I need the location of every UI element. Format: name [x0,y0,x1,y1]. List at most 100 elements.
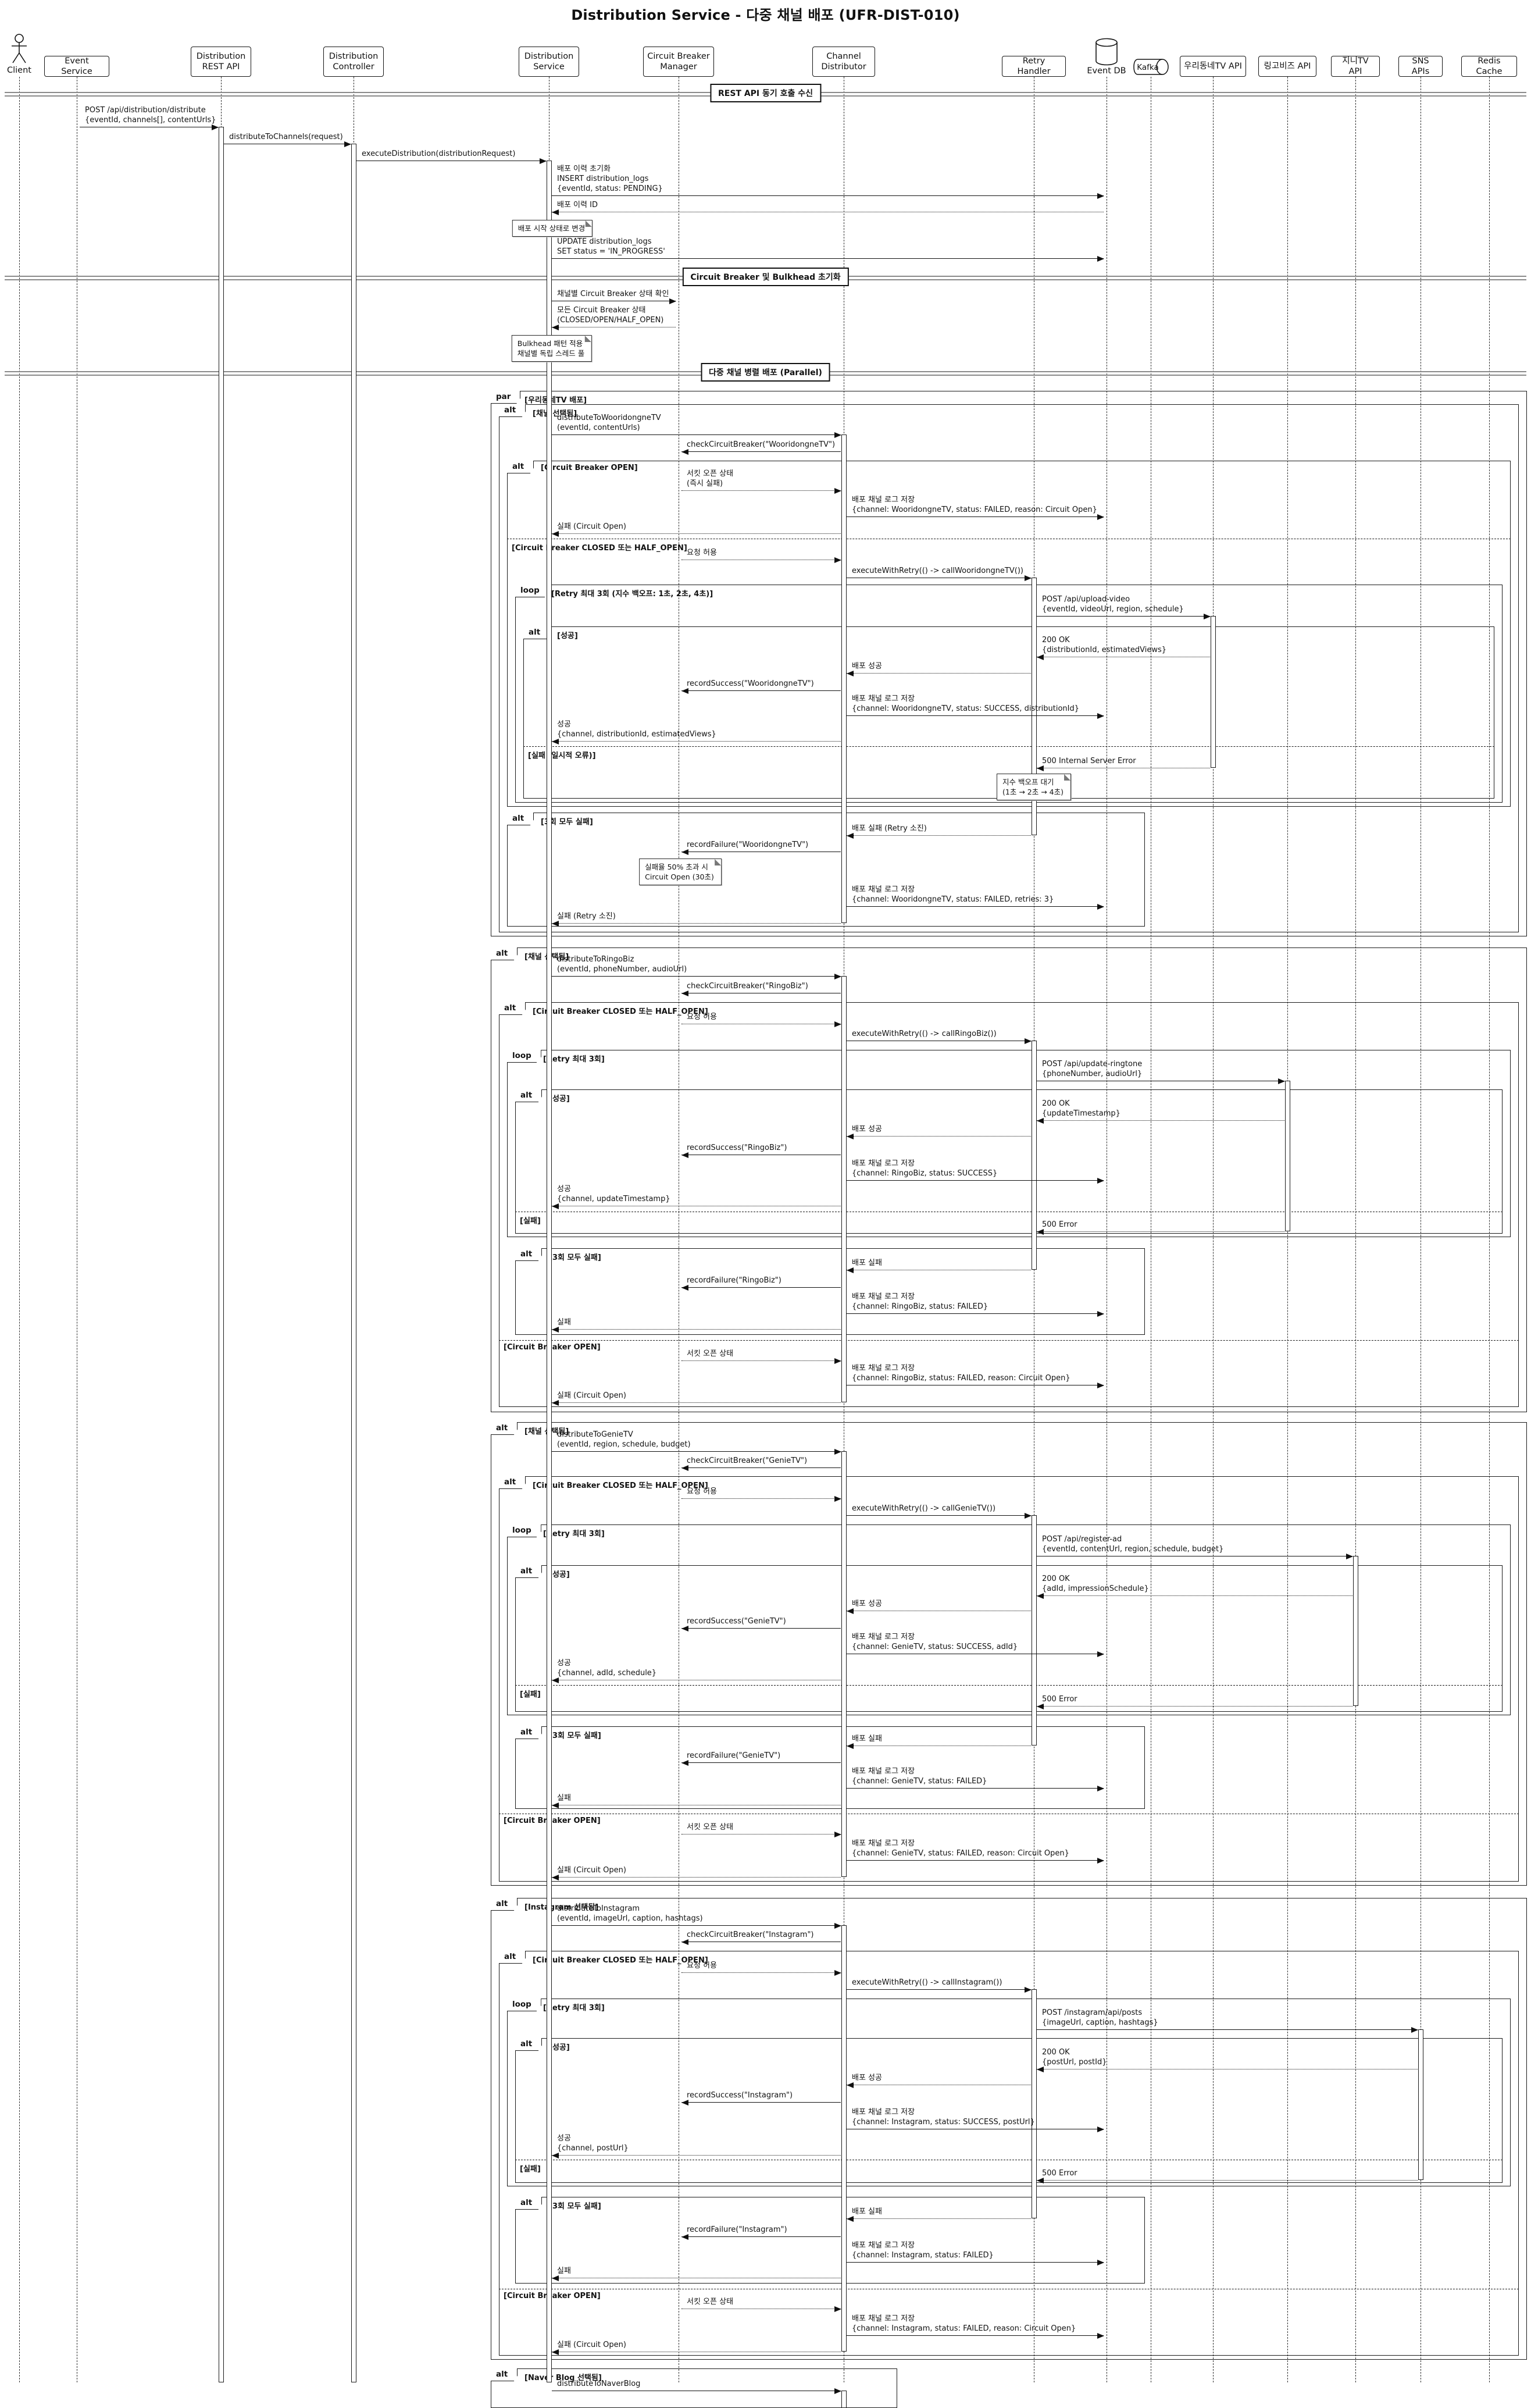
arrowhead-icon [847,1743,854,1749]
arrowhead-icon [1204,614,1211,619]
alt-else-condition: [Circuit Breaker OPEN] [504,1343,601,1352]
section-divider-label: REST API 동기 호출 수신 [709,84,822,102]
message-label-53: 성공 {channel, adId, schedule} [557,1659,657,1677]
frame-alt-9 [515,1089,1503,1234]
activation-bar-g [1352,1556,1358,1706]
message-line-39 [847,1313,1104,1314]
activation-bar-rh [1031,1515,1037,1746]
diagram-title: Distribution Service - 다중 채널 배포 (UFR-DIS… [571,7,960,23]
frame-alt-17 [499,1951,1519,2356]
arrowhead-icon [1025,1513,1032,1519]
message-label-59: 서킷 오픈 상태 [687,1823,734,1832]
lifeline-w [1213,77,1214,2382]
frame-condition: [Retry 최대 3회 (지수 백오프: 1초, 2초, 4초)] [551,590,713,599]
message-label-51: recordSuccess("GenieTV") [687,1617,786,1626]
activation-bar-rh [1031,1989,1037,2218]
message-label-30: POST /api/update-ringtone {phoneNumber, … [1042,1060,1143,1078]
arrowhead-icon [1411,2027,1418,2033]
frame-tab-loop: loop [515,585,549,597]
participant-ds: Distribution Service [519,47,579,77]
activation-bar-ds [546,161,552,2382]
arrowhead-icon [1037,1704,1044,1709]
arrowhead-icon [1097,2333,1104,2339]
frame-alt-12 [499,1476,1519,1882]
arrowhead-icon [552,1875,559,1880]
message-label-57: 배포 채널 로그 저장 {channel: GenieTV, status: F… [852,1767,987,1786]
frame-condition: [3회 모두 실패] [541,818,593,827]
message-line-66 [1037,2029,1418,2030]
alt-else-condition: [실패 (일시적 오류)] [528,751,596,760]
arrowhead-icon [834,1358,841,1364]
frame-alt-7 [499,1002,1519,1407]
arrowhead-icon [834,1832,841,1837]
frame-tab-loop: loop [507,1999,541,2011]
frame-tab-alt: alt [499,1951,526,1964]
message-line-46 [681,1498,841,1499]
activation-bar-dc [351,144,356,2382]
message-line-36 [1037,1231,1284,1232]
message-label-62: distributeToInstagram (eventId, imageUrl… [557,1904,703,1923]
arrowhead-icon [834,1970,841,1976]
message-label-38: recordFailure("RingoBiz") [687,1276,781,1285]
frame-alt-1 [499,404,1519,932]
message-line-61 [552,1877,841,1878]
frame-tab-alt: alt [515,1248,543,1261]
arrowhead-icon [834,1021,841,1027]
message-label-40: 실패 [557,1318,571,1327]
message-line-54 [1037,1706,1352,1707]
participant-s: SNS APIs [1398,56,1443,77]
message-line-26 [552,976,841,977]
arrowhead-icon [1037,765,1044,771]
message-label-16: 200 OK {distributionId, estimatedViews} [1042,636,1167,654]
arrowhead-icon [834,2306,841,2312]
message-label-4: 배포 이력 ID [557,201,598,209]
message-label-37: 배포 실패 [852,1259,882,1267]
lifeline-redis [1489,77,1490,2382]
message-label-3: 배포 이력 초기화 INSERT distribution_logs {even… [557,165,663,193]
frame-condition: [Circuit Breaker CLOSED 또는 HALF_OPEN] [533,1956,708,1965]
activation-bar-ra [218,127,224,2382]
message-line-31 [1037,1120,1284,1121]
frame-loop-8 [507,1050,1511,1237]
frame-tab-alt: alt [491,1898,518,1911]
frame-tab-alt: alt [515,2197,543,2210]
message-label-8: distributeToWooridongneTV (eventId, cont… [557,414,661,432]
message-label-13: 요청 허용 [687,548,717,557]
message-line-38 [681,1287,841,1288]
message-label-25: 실패 (Retry 소진) [557,912,616,921]
frame-condition: [3회 모두 실패] [549,1732,601,1740]
message-label-22: 배포 실패 (Retry 소진) [852,824,927,833]
message-label-35: 성공 {channel, updateTimestamp} [557,1185,670,1203]
message-line-64 [681,1972,841,1973]
message-label-28: 요청 허용 [687,1013,717,1021]
message-line-18 [681,690,841,691]
message-line-15 [1037,616,1210,617]
frame-condition: [Retry 최대 3회] [543,1530,605,1538]
arrowhead-icon [1037,654,1044,660]
frame-tab-alt: alt [491,947,518,960]
message-line-5 [552,258,1104,259]
arrowhead-icon [552,209,559,215]
arrowhead-icon [344,141,351,147]
participant-r: 링고비즈 API [1258,56,1316,77]
message-label-55: 배포 실패 [852,1734,882,1743]
arrowhead-icon [1097,2260,1104,2265]
message-line-51 [681,1628,841,1629]
message-line-25 [552,923,841,924]
frame-tab-alt: alt [499,1476,526,1489]
note-1: Bulkhead 패턴 적용 채널별 독립 스레드 풀 [511,335,593,362]
message-line-75 [847,2262,1104,2263]
arrowhead-icon [1097,514,1104,520]
arrowhead-icon [681,1465,688,1471]
activation-bar-cd [841,976,847,1402]
activation-bar-s [1418,2029,1423,2180]
message-label-78: 배포 채널 로그 저장 {channel: Instagram, status:… [852,2314,1076,2333]
message-label-52: 배포 채널 로그 저장 {channel: GenieTV, status: S… [852,1633,1018,1651]
frame-tab-loop: loop [507,1050,541,1063]
message-label-34: 배포 채널 로그 저장 {channel: RingoBiz, status: … [852,1159,998,1178]
message-line-24 [847,906,1104,907]
frame-condition: [채널 선택됨] [533,409,577,418]
frame-tab-alt: alt [515,1726,543,1739]
arrowhead-icon [847,1134,854,1139]
alt-else-condition: [실패] [520,1217,541,1226]
